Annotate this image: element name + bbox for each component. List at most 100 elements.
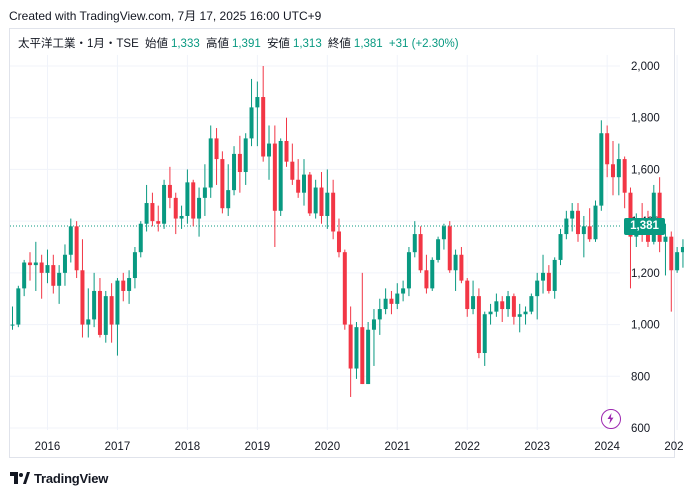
- candle-body: [628, 192, 633, 237]
- close-label: 終値: [327, 38, 351, 50]
- candle-body: [535, 280, 540, 297]
- candle-body: [529, 296, 534, 312]
- last-price-tag: 1,381: [624, 217, 665, 235]
- candle-body: [150, 203, 155, 222]
- candle-body: [109, 296, 114, 325]
- candle-body: [45, 265, 50, 273]
- candle-body: [546, 272, 551, 291]
- candle-body: [62, 254, 67, 273]
- candle-body: [243, 138, 248, 173]
- y-tick-label: 1,600: [631, 164, 660, 176]
- candle-body: [406, 252, 411, 289]
- x-tick-label: 2024: [594, 441, 620, 453]
- candle-body: [366, 329, 371, 385]
- high-label: 高値: [205, 38, 229, 50]
- candle-body: [162, 184, 167, 224]
- candle-body: [610, 164, 615, 178]
- candle-body: [622, 159, 627, 193]
- y-tick-label: 800: [631, 371, 650, 383]
- candle-body: [680, 247, 684, 253]
- candle-body: [459, 254, 464, 281]
- candle-body: [471, 296, 476, 310]
- candle-body: [360, 327, 365, 385]
- y-tick-label: 1,000: [631, 320, 660, 332]
- candle-body: [185, 182, 190, 216]
- candle-body: [651, 192, 656, 242]
- candle-body: [33, 262, 38, 266]
- x-tick-label: 2016: [35, 441, 61, 453]
- candle-body: [191, 182, 196, 219]
- candle-body: [331, 192, 336, 232]
- candle-body: [278, 140, 283, 211]
- candle-body: [115, 280, 120, 325]
- candle-body: [156, 221, 161, 224]
- candle-body: [494, 301, 499, 312]
- candle-body: [506, 296, 511, 310]
- candle-body: [16, 288, 21, 325]
- ohlc-legend: 太平洋工業・1月・TSE 始値 1,333 高値 1,391 安値 1,313 終値 1…: [18, 35, 462, 51]
- candle-body: [319, 187, 324, 216]
- candle-body: [121, 280, 126, 291]
- candle-body: [296, 179, 301, 193]
- top-bar: Created with TradingView.com, 7月 17, 202…: [0, 0, 684, 28]
- tradingview-brand-text: TradingView: [34, 470, 109, 486]
- candle-body: [220, 159, 225, 209]
- y-tick-label: 1,200: [631, 268, 660, 280]
- candle-body: [86, 319, 91, 325]
- candle-body: [307, 174, 312, 214]
- chart-frame: [9, 28, 675, 458]
- candle-body: [383, 298, 388, 310]
- x-tick-label: 2020: [315, 441, 341, 453]
- candle-body: [325, 192, 330, 216]
- candle-body: [511, 296, 516, 317]
- candle-body: [226, 190, 231, 209]
- candle-body: [593, 205, 598, 240]
- candle-body: [22, 262, 27, 289]
- candle-body: [144, 203, 149, 224]
- candle-body: [103, 296, 108, 335]
- candle-body: [675, 252, 680, 271]
- candle-body: [267, 143, 272, 157]
- candle-body: [441, 226, 446, 240]
- candle-body: [179, 215, 184, 219]
- candle-body: [39, 262, 44, 273]
- high-value: 1,391: [231, 38, 261, 50]
- candle-body: [669, 236, 674, 271]
- candle-body: [377, 309, 382, 320]
- candle-body: [401, 288, 406, 294]
- candle-body: [500, 301, 505, 310]
- open-label: 始値: [144, 38, 168, 50]
- candle-body: [74, 226, 79, 271]
- y-tick-label: 2,000: [631, 61, 660, 73]
- candle-body: [173, 197, 178, 219]
- x-tick-label: 2022: [454, 441, 480, 453]
- tradingview-logo-icon: [10, 472, 30, 484]
- candle-body: [476, 296, 481, 354]
- candle-body: [564, 218, 569, 235]
- candle-body: [127, 278, 132, 291]
- candle-body: [97, 290, 102, 335]
- lightning-bolt-icon[interactable]: [601, 409, 621, 429]
- x-tick-label: 2023: [524, 441, 550, 453]
- candle-body: [371, 319, 376, 330]
- symbol-label: 太平洋工業・1月・TSE: [18, 38, 139, 50]
- candle-body: [272, 143, 277, 211]
- candle-body: [342, 252, 347, 325]
- footer-brand[interactable]: TradingView: [10, 469, 108, 487]
- candle-body: [138, 223, 143, 253]
- candle-body: [202, 187, 207, 198]
- y-tick-label: 1,800: [631, 113, 660, 125]
- candle-body: [541, 272, 546, 281]
- candle-body: [482, 314, 487, 354]
- candle-body: [465, 280, 470, 310]
- candle-body: [10, 324, 15, 326]
- candle-body: [599, 133, 604, 206]
- candle-body: [80, 270, 85, 325]
- candle-body: [570, 210, 575, 219]
- candle-body: [232, 153, 237, 191]
- candle-body: [208, 138, 213, 188]
- candle-body: [517, 314, 522, 317]
- low-label: 安値: [266, 38, 290, 50]
- candle-body: [657, 192, 662, 242]
